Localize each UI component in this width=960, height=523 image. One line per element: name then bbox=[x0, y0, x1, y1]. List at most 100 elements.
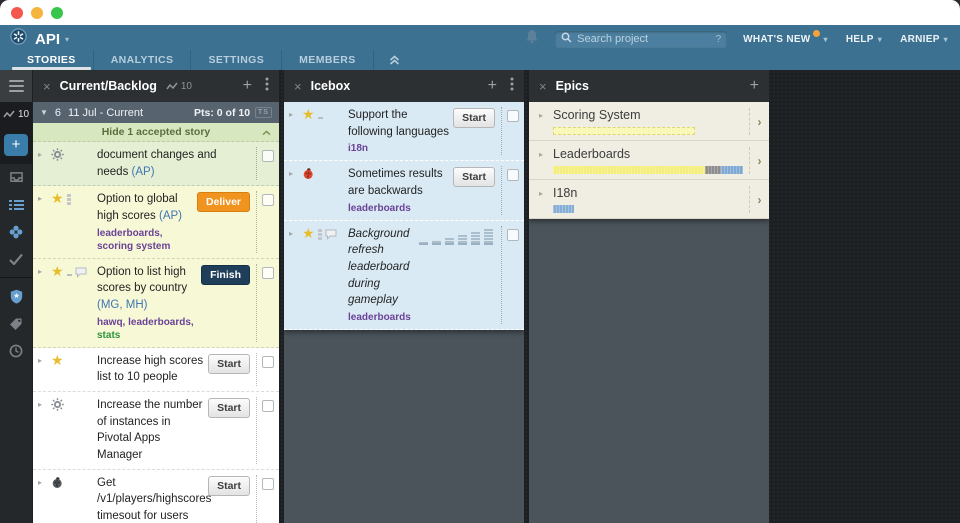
estimate-option[interactable] bbox=[471, 231, 480, 245]
expand-caret[interactable]: ▸ bbox=[38, 194, 43, 204]
estimate-option[interactable] bbox=[445, 236, 454, 245]
expand-caret[interactable]: ▸ bbox=[538, 189, 543, 198]
close-panel-icon[interactable]: × bbox=[294, 78, 302, 94]
story-checkbox[interactable] bbox=[262, 400, 274, 413]
tab-stories[interactable]: STORIES bbox=[10, 50, 93, 70]
epic-name: Scoring System bbox=[553, 108, 641, 122]
start-button[interactable]: Start bbox=[453, 167, 495, 188]
story-row[interactable]: ▸ Sometimes results are backwards leaderbo… bbox=[284, 161, 524, 221]
story-row[interactable]: ▸ ★ Option to list high scores by country … bbox=[33, 258, 279, 348]
story-row[interactable]: ▸ ★ Option to global high scores (AP) leade… bbox=[33, 186, 279, 259]
story-label[interactable]: scoring system bbox=[97, 240, 171, 252]
accepted-stories-toggle[interactable]: Hide 1 accepted story bbox=[33, 123, 279, 142]
story-row[interactable]: ▸ ★ Increase high scores list to 10 people… bbox=[33, 347, 279, 393]
expand-caret[interactable]: ▸ bbox=[289, 228, 294, 238]
epic-row[interactable]: ▸ I18n › bbox=[529, 180, 769, 219]
close-panel-icon[interactable]: × bbox=[539, 78, 547, 94]
add-epic-icon[interactable]: + bbox=[749, 77, 759, 94]
story-label[interactable]: leaderboards bbox=[348, 312, 411, 324]
tab-analytics[interactable]: ANALYTICS bbox=[92, 50, 191, 70]
notifications-bell-icon[interactable] bbox=[525, 29, 539, 49]
panel-menu-kebab-icon[interactable] bbox=[265, 77, 269, 96]
epic-row[interactable]: ▸ Scoring System › bbox=[529, 102, 769, 141]
story-row[interactable]: ▸ document changes and needs (AP) bbox=[33, 142, 279, 187]
bug-icon bbox=[302, 167, 315, 185]
menu-hamburger-icon[interactable] bbox=[0, 70, 32, 102]
start-button[interactable]: Start bbox=[453, 108, 495, 128]
expand-caret[interactable]: ▸ bbox=[538, 111, 543, 120]
epic-chevron-icon[interactable]: › bbox=[749, 186, 769, 213]
chevron-down-icon: ▾ bbox=[65, 34, 70, 44]
story-checkbox[interactable] bbox=[507, 228, 519, 241]
story-checkbox[interactable] bbox=[262, 477, 274, 490]
start-button[interactable]: Start bbox=[208, 353, 250, 374]
expand-caret[interactable]: ▸ bbox=[38, 477, 43, 487]
story-row[interactable]: ▸ ★ Background refresh leaderboard during … bbox=[284, 220, 524, 331]
menu-help[interactable]: HELP ▾ bbox=[846, 34, 882, 45]
story-checkbox[interactable] bbox=[262, 194, 274, 207]
search-input[interactable]: Search project ? bbox=[555, 30, 728, 48]
team-strength-badge[interactable]: TS bbox=[255, 107, 272, 118]
story-label[interactable]: leaderboards bbox=[348, 202, 411, 214]
add-story-icon[interactable]: + bbox=[487, 77, 497, 94]
add-story-icon[interactable]: + bbox=[242, 77, 252, 94]
expand-caret[interactable]: ▸ bbox=[538, 150, 543, 159]
estimate-option[interactable] bbox=[419, 241, 428, 245]
finish-button[interactable]: Finish bbox=[201, 264, 250, 285]
story-checkbox[interactable] bbox=[507, 110, 519, 122]
start-button[interactable]: Start bbox=[208, 475, 250, 496]
epic-chevron-icon[interactable]: › bbox=[749, 108, 769, 135]
clover-icon[interactable] bbox=[0, 218, 32, 245]
story-label[interactable]: i18n bbox=[348, 143, 369, 155]
close-window-button[interactable] bbox=[11, 6, 23, 19]
clock-icon[interactable] bbox=[0, 337, 32, 364]
story-row[interactable]: ▸ Get /v1/players/highscores timesout for… bbox=[33, 469, 279, 523]
expand-caret[interactable]: ▸ bbox=[38, 400, 43, 410]
menu-what-s-new[interactable]: WHAT'S NEW ▾ bbox=[743, 29, 828, 45]
collapse-iteration-icon[interactable]: ▼ bbox=[40, 108, 48, 117]
story-label[interactable]: leaderboards, bbox=[128, 316, 194, 328]
epic-chevron-icon[interactable]: › bbox=[749, 147, 769, 174]
story-labels: leaderboards, scoring system bbox=[97, 227, 193, 253]
panel-menu-kebab-icon[interactable] bbox=[510, 77, 514, 96]
add-story-sidebar: + bbox=[0, 126, 32, 164]
tab-members[interactable]: MEMBERS bbox=[281, 50, 372, 70]
inbox-icon[interactable] bbox=[0, 164, 32, 191]
project-selector[interactable]: API ▾ bbox=[10, 28, 69, 50]
estimate-option[interactable] bbox=[484, 228, 493, 245]
story-label[interactable]: leaderboards, bbox=[97, 227, 163, 239]
expand-caret[interactable]: ▸ bbox=[38, 355, 43, 365]
fullscreen-window-button[interactable] bbox=[51, 6, 63, 19]
story-checkbox[interactable] bbox=[262, 266, 274, 279]
close-panel-icon[interactable]: × bbox=[43, 78, 51, 94]
chevron-down-icon: ▾ bbox=[943, 34, 948, 44]
story-row[interactable]: ▸ ★ Support the following languages i18n Sta… bbox=[284, 102, 524, 162]
expand-caret[interactable]: ▸ bbox=[38, 266, 43, 276]
expand-caret[interactable]: ▸ bbox=[289, 110, 294, 119]
tab-settings[interactable]: SETTINGS bbox=[190, 50, 281, 70]
list-icon[interactable] bbox=[0, 191, 32, 218]
story-checkbox[interactable] bbox=[262, 355, 274, 368]
start-button[interactable]: Start bbox=[208, 398, 250, 419]
story-checkbox[interactable] bbox=[507, 169, 519, 182]
panel-velocity-value: 10 bbox=[180, 80, 192, 92]
estimate-picker[interactable] bbox=[419, 227, 495, 245]
menu-arniep[interactable]: ARNIEP ▾ bbox=[900, 34, 948, 45]
check-icon[interactable] bbox=[0, 245, 32, 272]
estimate-option[interactable] bbox=[458, 234, 467, 245]
epic-row[interactable]: ▸ Leaderboards › bbox=[529, 141, 769, 180]
expand-caret[interactable]: ▸ bbox=[38, 150, 43, 159]
estimate-option[interactable] bbox=[432, 239, 441, 245]
tag-icon[interactable] bbox=[0, 310, 32, 337]
collapse-tabs-icon[interactable] bbox=[372, 50, 415, 70]
minimize-window-button[interactable] bbox=[31, 6, 43, 19]
story-label[interactable]: stats bbox=[97, 329, 121, 341]
story-label[interactable]: hawq, bbox=[97, 316, 126, 328]
expand-caret[interactable]: ▸ bbox=[289, 169, 294, 179]
story-checkbox[interactable] bbox=[262, 150, 274, 162]
deliver-button[interactable]: Deliver bbox=[196, 192, 250, 213]
story-row[interactable]: ▸ Increase the number of instances in Piv… bbox=[33, 392, 279, 470]
add-button[interactable]: + bbox=[4, 134, 28, 156]
story-icons: ★ bbox=[51, 191, 97, 206]
shield-icon[interactable] bbox=[0, 283, 32, 310]
